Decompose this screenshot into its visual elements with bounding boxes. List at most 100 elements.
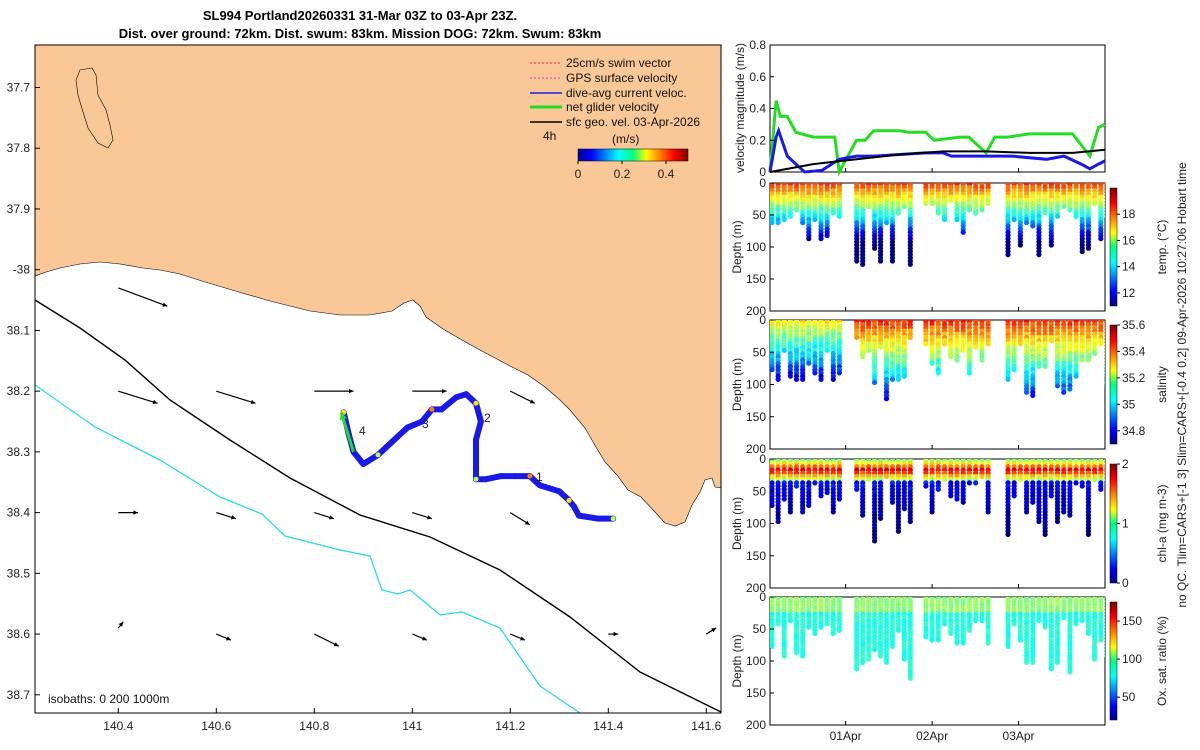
profile-ylabel: Depth (m): [730, 220, 744, 273]
profile-point: [806, 624, 812, 630]
profile-point: [929, 200, 935, 207]
profile-point: [1005, 252, 1011, 258]
profile-point: [1085, 630, 1092, 637]
profile-point: [1104, 603, 1105, 607]
profile-point: [860, 354, 866, 360]
profile-point: [1017, 242, 1023, 248]
profile-point: [1036, 363, 1042, 370]
profile-point: [948, 493, 954, 499]
map-colorbar: [577, 148, 689, 162]
profile-point: [1104, 320, 1105, 323]
colorbar-tick-label: 12: [1122, 286, 1136, 300]
profile-point: [948, 354, 954, 360]
profile-point: [830, 509, 836, 515]
velocity-y-tick-label: 0.6: [749, 70, 766, 84]
date-tick-label: 03Apr: [1003, 729, 1035, 743]
profile-point: [923, 634, 929, 640]
profile-y-tick-label: 150: [746, 686, 766, 700]
legend-swim-vector: 25cm/s swim vector: [530, 56, 671, 70]
profile-point: [871, 245, 878, 251]
profile-point: [1061, 614, 1067, 621]
map-y-tick-label: 38.1: [7, 323, 31, 337]
profile-colorbar-label: Ox. sat. ratio (%): [1155, 616, 1169, 706]
map-y-tick-label: -38: [13, 263, 31, 277]
profile-point: [1104, 368, 1105, 372]
map-x-tick-label: 141: [402, 719, 422, 733]
profile-point: [812, 370, 818, 376]
profile-y-tick-label: 100: [746, 654, 766, 668]
geo-velocity-arrow: [118, 287, 168, 307]
profile-point: [836, 496, 843, 502]
track-point: [429, 406, 435, 412]
profile-point: [1092, 477, 1098, 483]
profile-point: [836, 213, 843, 219]
track-point: [596, 516, 601, 522]
colorbar-tick-label: 35.4: [1122, 344, 1146, 358]
profile-y-tick-label: 150: [746, 272, 766, 286]
legend-dive-avg: dive-avg current veloc.: [530, 86, 687, 100]
profile-point: [907, 261, 913, 267]
profile-point: [1067, 669, 1073, 675]
profile-point: [1104, 612, 1105, 616]
profile-point: [1036, 252, 1042, 258]
profile-point: [901, 204, 907, 210]
profile-ylabel: Depth (m): [730, 497, 744, 550]
map-y-tick-label: 38.2: [7, 384, 31, 398]
profile-point: [1104, 345, 1105, 349]
profile-y-tick-label: 50: [753, 208, 767, 222]
profile-point: [1067, 386, 1073, 392]
velocity-series: [768, 100, 1106, 177]
profile-point: [812, 630, 818, 637]
profile-point: [877, 258, 884, 264]
profile-point: [1098, 341, 1104, 347]
profile-point: [775, 518, 781, 525]
track-point: [566, 497, 572, 503]
profile-point: [1005, 643, 1011, 649]
profile-point: [1104, 322, 1105, 327]
profile-point: [787, 509, 793, 515]
profile-point: [1104, 364, 1105, 369]
profile-point: [1104, 635, 1105, 639]
track-point: [571, 504, 577, 510]
track-point: [473, 400, 479, 406]
profile-point: [812, 216, 818, 223]
profile-point: [1104, 371, 1105, 375]
profile-colorbar: [1109, 601, 1118, 721]
geo-velocity-arrowhead: [162, 302, 168, 307]
profile-point: [793, 650, 800, 656]
profile-point: [935, 637, 941, 643]
profile-point: [1073, 621, 1079, 627]
map-legend: 25cm/s swim vector GPS surface velocity …: [530, 56, 700, 181]
profile-point: [907, 675, 913, 681]
profile-point: [901, 656, 907, 662]
track-point: [375, 452, 381, 458]
velocity-y-ticks: 0 0.2 0.4 0.6 0.8: [749, 38, 774, 179]
track-point: [547, 485, 552, 491]
profile-point: [1023, 389, 1030, 395]
profile-points: [770, 320, 1105, 402]
profile-colorbar-label: chl-a (mg m-3): [1155, 484, 1169, 562]
profile-point: [1104, 384, 1105, 388]
profile-point: [824, 347, 830, 353]
profile-point: [935, 370, 941, 376]
profile-point: [1054, 659, 1061, 665]
profile-point: [871, 538, 878, 544]
profile-point: [854, 334, 860, 341]
profile-point: [1011, 621, 1017, 627]
geo-velocity-arrow: [118, 390, 158, 404]
profile-point: [1104, 380, 1105, 385]
profile-y-tick-label: 200: [746, 581, 766, 595]
geo-velocity-arrowhead: [152, 399, 158, 405]
profile-point: [979, 357, 985, 363]
profile-point: [1104, 631, 1105, 636]
profile-point: [895, 528, 902, 534]
profile-point: [1104, 214, 1105, 218]
profile-point: [866, 347, 872, 353]
profile-point: [1042, 624, 1048, 630]
profile-point: [1104, 606, 1105, 610]
legend-net-velocity: net glider velocity: [530, 100, 659, 114]
profile-point: [1104, 465, 1105, 469]
profile-point: [793, 376, 800, 382]
profile-point: [1104, 599, 1105, 604]
geo-velocity-arrowhead: [711, 627, 717, 633]
